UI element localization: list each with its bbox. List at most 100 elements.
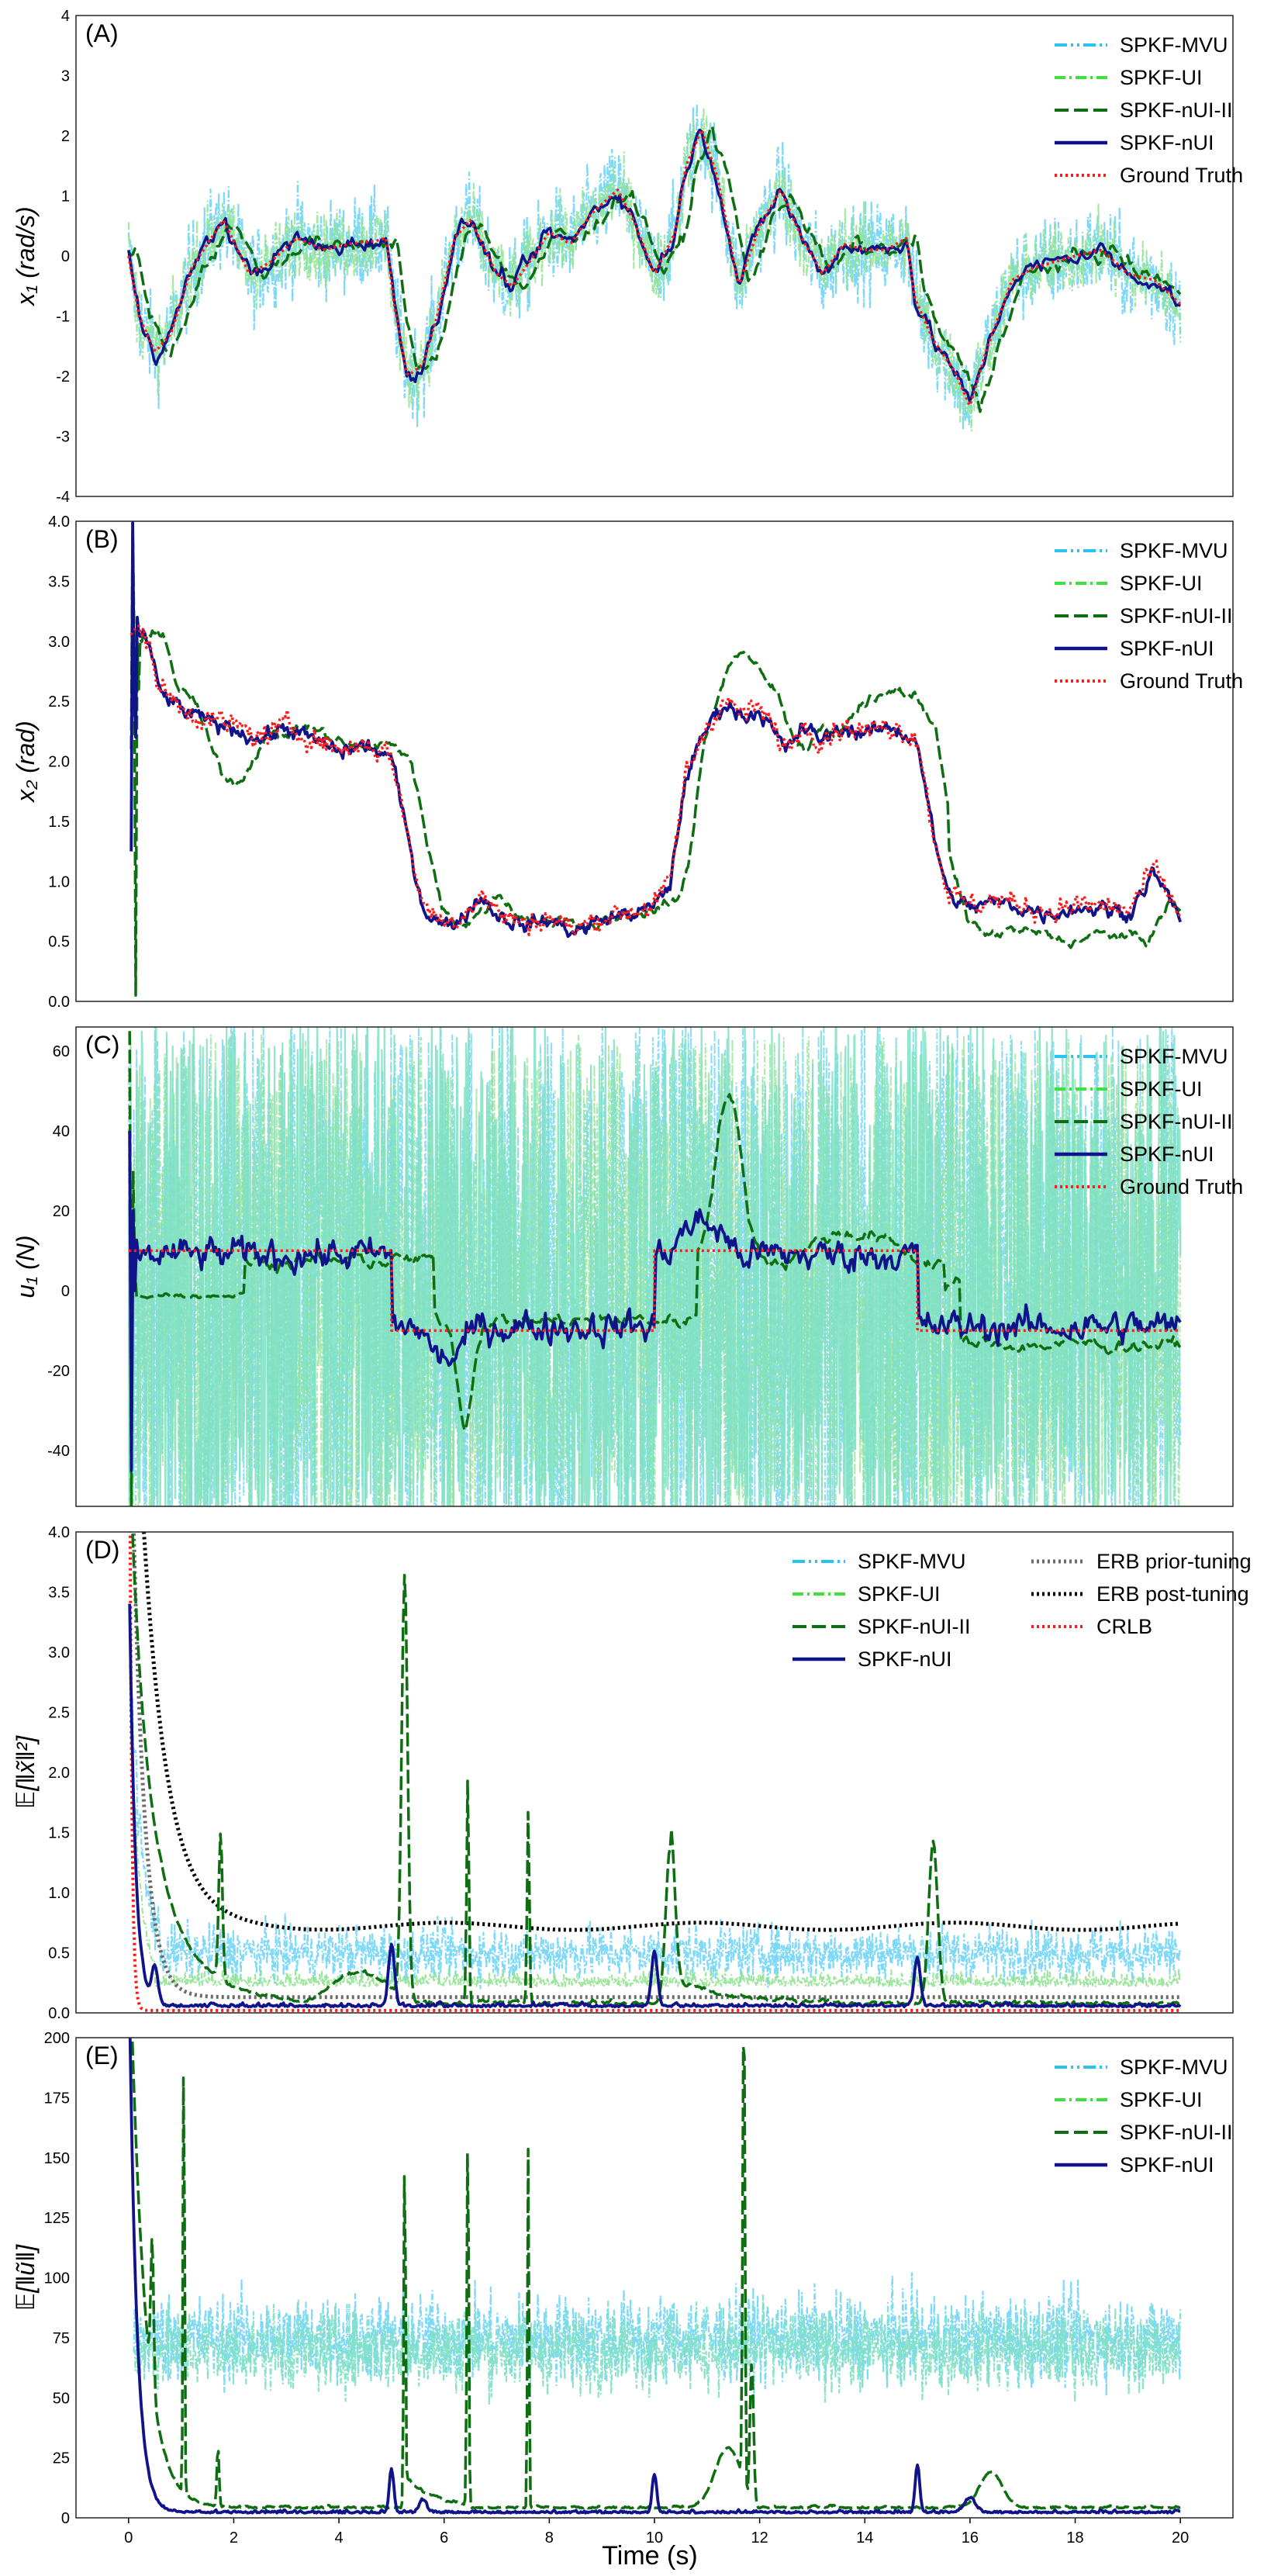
y-tick-label: 20 [53, 1203, 70, 1220]
legend-label: CRLB [1096, 1615, 1152, 1638]
plot-frame [75, 520, 1234, 1002]
y-tick-label: 200 [44, 2030, 70, 2047]
y-tick-label: 0 [61, 248, 70, 265]
legend-label: SPKF-nUI [1120, 131, 1214, 154]
x-tick-label: 12 [751, 2529, 768, 2547]
x-tick-label: 6 [440, 2529, 448, 2547]
panel-d: 0.0 0.5 1.0 1.5 2.0 2.5 3.0 3.5 4.0 𝔼[‖x̃‖²] (D) SP… [12, 1524, 1252, 2022]
legend-label: ERB prior-tuning [1096, 1550, 1252, 1573]
y-tick-label: -3 [56, 429, 70, 446]
y-tick-label: 3 [61, 68, 70, 85]
plot-area [127, 1027, 1182, 1506]
y-axis-label: 𝔼[‖x̃‖²] [12, 1735, 40, 1809]
panel-label: (B) [85, 525, 119, 553]
y-tick-label: 2 [61, 128, 70, 145]
legend-label: Ground Truth [1120, 669, 1243, 693]
y-tick-label: 2.5 [48, 693, 70, 711]
legend: SPKF-MVU SPKF-UI SPKF-nUI-II SPKF-nUI Ground… [1055, 539, 1243, 693]
series-spkf-nui-ii [127, 125, 1182, 413]
legend-label: SPKF-MVU [1120, 1045, 1228, 1068]
series-spkf-nui-ii [130, 2038, 1181, 2510]
x-tick-label: 20 [1172, 2529, 1189, 2547]
legend-label: SPKF-nUI-II [1120, 99, 1233, 122]
y-tick-label: -20 [47, 1363, 70, 1380]
y-tick-label: -4 [56, 489, 70, 506]
series-ground-truth [128, 1249, 1181, 1333]
legend-label: SPKF-UI [1120, 1077, 1203, 1101]
series-spkf-nui [129, 521, 1182, 939]
panel-e: 0 25 50 75 100 125 150 175 200 𝔼[‖ũ‖] (E) 0 2 4 6 8 10 12… [12, 2030, 1234, 2547]
y-tick-label: 3.0 [48, 634, 70, 651]
panel-label: (D) [85, 1536, 119, 1564]
legend-label: SPKF-MVU [1120, 33, 1228, 57]
panel-a: -4 -3 -2 -1 0 1 2 3 4 x₁ (rad/s) (A) SPKF-MVU SPKF-U… [12, 8, 1243, 506]
legend-label: SPKF-nUI-II [858, 1615, 971, 1638]
series-spkf-mvu [129, 1622, 1182, 1991]
y-tick-label: 25 [53, 2450, 70, 2467]
legend-label: SPKF-nUI [858, 1648, 952, 1671]
x-tick-label: 16 [962, 2529, 979, 2547]
y-tick-label: 3.5 [48, 573, 70, 590]
plot-frame [75, 1026, 1234, 1507]
y-tick-label: 2.0 [48, 754, 70, 771]
y-tick-label: 4.0 [48, 513, 70, 531]
series-spkf-nui [128, 1603, 1182, 2009]
legend-label: Ground Truth [1120, 1175, 1243, 1198]
series-ground-truth [129, 624, 1182, 937]
y-tick-label: 4 [61, 8, 70, 25]
y-tick-label: -2 [56, 368, 70, 386]
y-tick-label: 4.0 [48, 1524, 70, 1541]
x-tick-label: 18 [1066, 2529, 1083, 2547]
x-tick-label: 2 [230, 2529, 238, 2547]
y-tick-label: 1.5 [48, 1825, 70, 1842]
legend-label: SPKF-nUI-II [1120, 1110, 1233, 1133]
y-tick-label: 1.0 [48, 873, 70, 890]
legend-label: SPKF-MVU [1120, 539, 1228, 562]
x-tick-label: 8 [545, 2529, 554, 2547]
y-axis-label: x₂ (rad) [12, 721, 40, 804]
y-tick-label: 0.5 [48, 1945, 70, 1962]
x-tick-label: 0 [124, 2529, 133, 2547]
legend-label: Ground Truth [1120, 164, 1243, 187]
panel-label: (E) [85, 2042, 119, 2069]
legend-label: SPKF-MVU [858, 1550, 966, 1573]
y-tick-label: 100 [44, 2270, 70, 2287]
y-tick-label: 2.0 [48, 1765, 70, 1782]
legend-label: SPKF-UI [858, 1582, 941, 1606]
series-spkf-ui [129, 1663, 1182, 1987]
series-erb-post-tuning [142, 1532, 1181, 1932]
y-tick-label: 0.5 [48, 934, 70, 951]
plot-area [127, 102, 1182, 432]
legend: SPKF-MVU SPKF-UI SPKF-nUI-II SPKF-nUI Ground… [1055, 1045, 1243, 1198]
y-tick-label: 40 [53, 1123, 70, 1140]
legend-label: SPKF-MVU [1120, 2056, 1228, 2079]
y-tick-label: 2.5 [48, 1705, 70, 1722]
x-tick-label: 10 [646, 2529, 663, 2547]
y-tick-label: 3.5 [48, 1585, 70, 1602]
series-crlb [128, 1532, 1181, 2012]
legend-label: SPKF-UI [1120, 66, 1203, 89]
x-tick-label: 4 [335, 2529, 344, 2547]
x-tick-label: 14 [856, 2529, 873, 2547]
series-spkf-nui-ii [131, 1532, 1182, 2006]
legend-label: SPKF-nUI [1120, 637, 1214, 660]
legend-label: SPKF-UI [1120, 572, 1203, 595]
y-tick-label: 1.5 [48, 814, 70, 831]
legend-label: SPKF-nUI [1120, 2153, 1214, 2177]
y-tick-label: 60 [53, 1043, 70, 1060]
y-tick-label: -40 [47, 1443, 70, 1460]
legend-label: SPKF-nUI-II [1120, 604, 1233, 628]
y-axis-label: x₁ (rad/s) [12, 206, 40, 306]
y-tick-label: 150 [44, 2150, 70, 2167]
panel-label: (A) [85, 19, 119, 47]
legend-label: SPKF-nUI [1120, 1143, 1214, 1166]
legend: SPKF-MVU SPKF-UI SPKF-nUI-II SPKF-nUI Ground… [1055, 33, 1243, 187]
legend: SPKF-MVU SPKF-UI SPKF-nUI-II SPKF-nUI ERB pr… [792, 1550, 1252, 1671]
plot-frame [75, 15, 1234, 497]
series-spkf-nui [128, 2038, 1181, 2515]
y-tick-label: 175 [44, 2090, 70, 2107]
legend-label: ERB post-tuning [1096, 1582, 1249, 1606]
y-axis-label: 𝔼[‖ũ‖] [12, 2244, 40, 2311]
